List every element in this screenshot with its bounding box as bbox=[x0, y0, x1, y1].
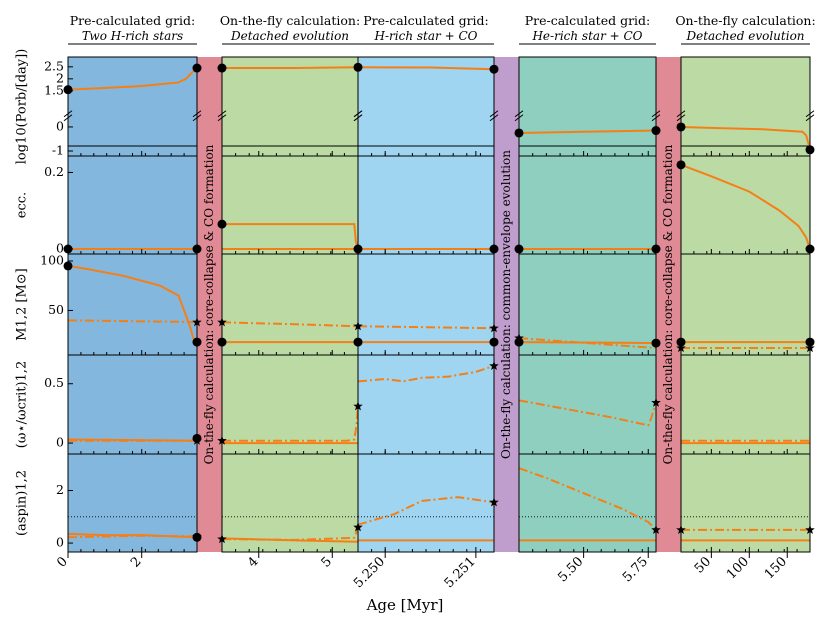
x-tick-label: 5.50 bbox=[555, 554, 586, 585]
y-tick-label: 0.5 bbox=[44, 375, 64, 390]
x-tick-label: 5.75 bbox=[620, 554, 651, 585]
panel-background bbox=[681, 57, 810, 552]
strip-label: On-the-fly calculation: common-envelope … bbox=[499, 150, 513, 459]
x-axis-label: Age [Myr] bbox=[366, 596, 444, 614]
y-tick-label: 2.5 bbox=[44, 58, 64, 73]
y-tick-label: 0 bbox=[56, 241, 64, 256]
series-lines bbox=[67, 66, 811, 543]
panel-subtitle: Detached evolution bbox=[230, 29, 349, 43]
x-tick-label: 5.250 bbox=[351, 554, 388, 591]
strip-label: On-the-fly calculation: core-collapse & … bbox=[661, 144, 675, 464]
y-tick-label: 100 bbox=[40, 252, 64, 267]
series-line bbox=[357, 325, 495, 330]
x-tick-label: 5.251 bbox=[442, 554, 479, 591]
panel-subtitle: H-rich star + CO bbox=[374, 29, 478, 43]
series-line bbox=[518, 337, 657, 350]
series-line bbox=[221, 526, 359, 541]
panel-title: On-the-fly calculation: bbox=[220, 13, 360, 28]
series-line bbox=[680, 125, 811, 151]
series-line bbox=[67, 264, 198, 343]
y-tick-label: 0 bbox=[56, 118, 64, 133]
series-line bbox=[222, 406, 359, 442]
panel-backgrounds bbox=[68, 57, 810, 552]
y-tick-label: 1.5 bbox=[44, 82, 64, 97]
y-tick-label: 0 bbox=[56, 435, 64, 450]
transition-strip bbox=[656, 57, 681, 552]
series-line bbox=[357, 66, 495, 71]
panel-title: Pre-calculated grid: bbox=[363, 13, 489, 28]
panel-subtitle: He-rich star + CO bbox=[531, 29, 642, 43]
series-line bbox=[357, 364, 495, 383]
series-line bbox=[518, 129, 657, 134]
panel-title: Pre-calculated grid: bbox=[70, 13, 196, 28]
row-ylabel: ecc. bbox=[15, 192, 30, 218]
row-ylabel: (ω⋆/ωcrit)1,2 bbox=[15, 361, 30, 448]
series-line bbox=[680, 163, 811, 250]
axis-ticks bbox=[67, 43, 810, 558]
panel-background bbox=[358, 57, 494, 552]
x-tick-label: 100 bbox=[724, 554, 752, 582]
series-line bbox=[518, 399, 657, 427]
series-line bbox=[222, 66, 359, 70]
x-tick-label: 150 bbox=[762, 554, 790, 582]
panel-subtitle: Two H-rich stars bbox=[82, 29, 183, 43]
y-tick-label: 2 bbox=[56, 70, 64, 85]
panel-subtitle: Detached evolution bbox=[685, 29, 804, 43]
panel-background bbox=[519, 57, 656, 552]
row-ylabel: M1,2 [M⊙] bbox=[15, 268, 30, 340]
y-tick-label: 2 bbox=[56, 482, 64, 497]
y-tick-label: 0.2 bbox=[44, 164, 64, 179]
panel-title: On-the-fly calculation: bbox=[675, 13, 815, 28]
y-tick-label: 50 bbox=[48, 302, 64, 317]
y-tick-label: 0 bbox=[56, 535, 64, 550]
panel-background bbox=[222, 57, 358, 552]
series-line bbox=[221, 321, 359, 328]
series-line bbox=[357, 496, 495, 526]
row-ylabel: (aspin)1,2 bbox=[15, 470, 30, 536]
transition-strip bbox=[494, 57, 519, 552]
row-ylabel: log10(Porb/[day]) bbox=[15, 49, 30, 165]
y-tick-label: -1 bbox=[52, 143, 64, 158]
strip-label: On-the-fly calculation: core-collapse & … bbox=[202, 144, 216, 464]
series-line bbox=[67, 319, 198, 324]
panel-title: Pre-calculated grid: bbox=[525, 13, 651, 28]
transition-strip bbox=[197, 57, 222, 552]
transition-strips bbox=[197, 57, 681, 552]
series-line bbox=[518, 467, 657, 531]
panel-background bbox=[68, 57, 197, 552]
x-tick-label: 50 bbox=[692, 554, 714, 576]
series-line bbox=[67, 534, 198, 539]
